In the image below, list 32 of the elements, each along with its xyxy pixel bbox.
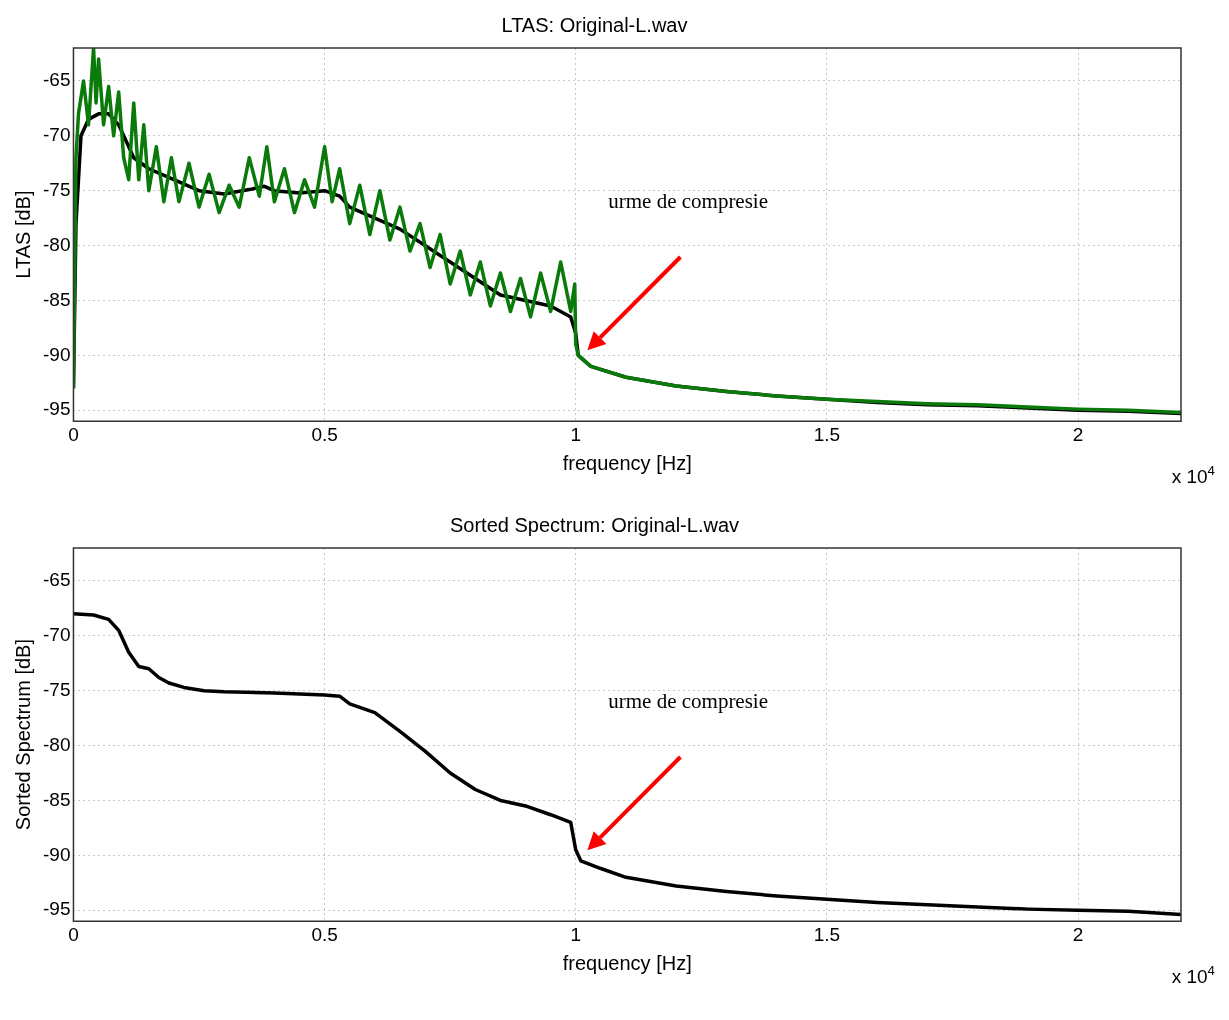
y-tick-label: -65 bbox=[42, 69, 71, 91]
y-tick-label: -90 bbox=[42, 343, 71, 365]
y-tick-label: -90 bbox=[42, 843, 71, 865]
y-tick-label: -95 bbox=[42, 398, 71, 420]
x-tick-label: 2 bbox=[1072, 423, 1084, 445]
y-tick-label: -75 bbox=[42, 178, 71, 200]
y-axis-title: Sorted Spectrum [dB] bbox=[11, 639, 34, 831]
x-axis-title: frequency [Hz] bbox=[562, 951, 692, 974]
y-tick-label: -70 bbox=[42, 624, 71, 646]
x-tick-label: 0 bbox=[68, 923, 79, 945]
x-tick-label: 0.5 bbox=[311, 423, 338, 445]
y-tick-label: -80 bbox=[42, 733, 71, 755]
x-tick-label: 0 bbox=[68, 423, 79, 445]
y-tick-label: -95 bbox=[42, 898, 71, 920]
y-tick-label: -85 bbox=[42, 788, 71, 810]
chart-title: Sorted Spectrum: Original-L.wav bbox=[449, 513, 740, 536]
annotation: urme de compresie bbox=[608, 189, 769, 214]
y-tick-label: -85 bbox=[42, 288, 71, 310]
y-tick-label: -75 bbox=[42, 678, 71, 700]
chart-title: LTAS: Original-L.wav bbox=[501, 13, 688, 36]
x-tick-label: 1.5 bbox=[813, 923, 841, 945]
y-tick-label: -80 bbox=[42, 233, 71, 255]
x-axis-title: frequency [Hz] bbox=[562, 451, 692, 474]
annotation: urme de compresie bbox=[608, 689, 769, 714]
y-tick-label: -65 bbox=[42, 569, 71, 591]
x-tick-label: 1.5 bbox=[813, 423, 841, 445]
x-tick-label: 2 bbox=[1072, 923, 1084, 945]
x-tick-label: 0.5 bbox=[311, 923, 338, 945]
y-tick-label: -70 bbox=[42, 124, 71, 146]
x-tick-label: 1 bbox=[570, 923, 582, 945]
x-tick-label: 1 bbox=[570, 423, 582, 445]
y-axis-title: LTAS [dB] bbox=[11, 190, 34, 279]
